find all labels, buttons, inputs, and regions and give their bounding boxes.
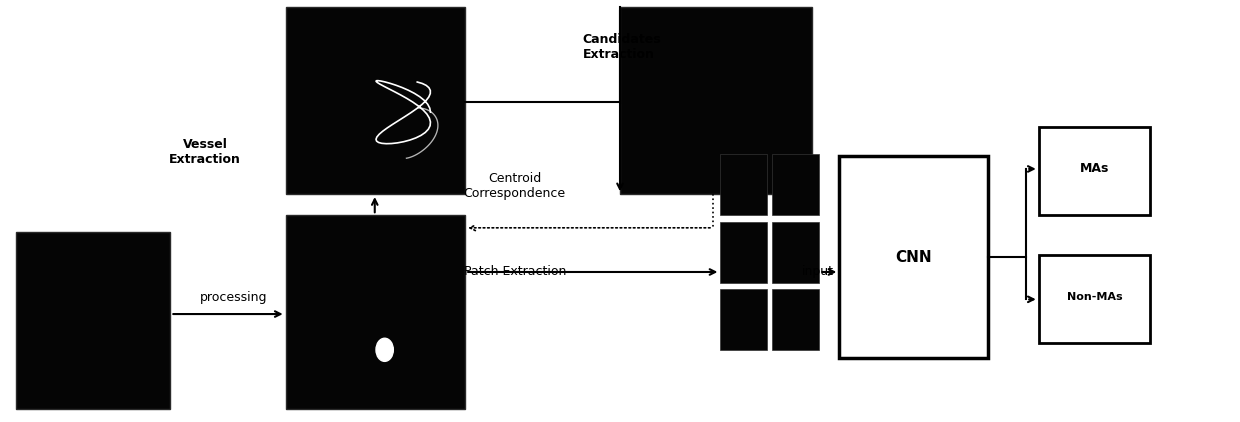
Text: Centroid
Correspondence: Centroid Correspondence <box>464 172 565 200</box>
Text: Non-MAs: Non-MAs <box>1066 292 1122 302</box>
Bar <box>773 154 820 215</box>
Text: Vessel
Extraction: Vessel Extraction <box>169 138 241 166</box>
Text: input: input <box>802 265 835 279</box>
Text: MAs: MAs <box>1080 162 1109 176</box>
Bar <box>1039 127 1151 215</box>
Bar <box>16 232 170 408</box>
Bar <box>285 215 465 408</box>
Bar <box>773 222 820 282</box>
Bar <box>839 156 988 358</box>
Bar <box>720 289 768 350</box>
Bar <box>773 289 820 350</box>
Text: processing: processing <box>200 291 268 304</box>
Text: Candidates
Extraction: Candidates Extraction <box>583 33 661 61</box>
Text: CNN: CNN <box>895 250 932 265</box>
Text: Patch Extraction: Patch Extraction <box>464 265 565 279</box>
Bar <box>620 7 812 194</box>
Bar <box>1039 255 1151 344</box>
Bar <box>720 222 768 282</box>
Ellipse shape <box>376 338 393 361</box>
Bar <box>285 7 465 194</box>
Bar <box>720 154 768 215</box>
